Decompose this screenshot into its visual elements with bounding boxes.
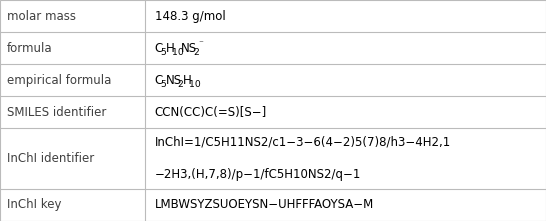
Text: C: C [155, 42, 163, 55]
Text: InChI identifier: InChI identifier [7, 152, 94, 165]
Text: C: C [155, 74, 163, 87]
Text: H: H [165, 42, 174, 55]
Text: CCN(CC)C(=S)[S−]: CCN(CC)C(=S)[S−] [155, 106, 267, 119]
Text: NS: NS [181, 42, 197, 55]
Text: SMILES identifier: SMILES identifier [7, 106, 106, 119]
Text: ⁻: ⁻ [198, 40, 203, 49]
Text: InChI=1/C5H11NS2/c1−3−6(4−2)5(7)8/h3−4H2,1: InChI=1/C5H11NS2/c1−3−6(4−2)5(7)8/h3−4H2… [155, 136, 451, 149]
Text: 5: 5 [161, 48, 167, 57]
Text: NS: NS [165, 74, 182, 87]
Text: LMBWSYZSUOEYSN−UHFFFAOYSA−M: LMBWSYZSUOEYSN−UHFFFAOYSA−M [155, 198, 374, 211]
Text: 10: 10 [189, 80, 200, 89]
Text: formula: formula [7, 42, 52, 55]
Text: empirical formula: empirical formula [7, 74, 111, 87]
Text: 148.3 g/mol: 148.3 g/mol [155, 10, 225, 23]
Text: 10: 10 [171, 48, 183, 57]
Text: 2: 2 [193, 48, 199, 57]
Text: H: H [182, 74, 191, 87]
Text: −2H3,(H,7,8)/p−1/fC5H10NS2/q−1: −2H3,(H,7,8)/p−1/fC5H10NS2/q−1 [155, 168, 361, 181]
Text: 5: 5 [161, 80, 167, 89]
Text: InChI key: InChI key [7, 198, 61, 211]
Text: 2: 2 [178, 80, 183, 89]
Text: molar mass: molar mass [7, 10, 75, 23]
